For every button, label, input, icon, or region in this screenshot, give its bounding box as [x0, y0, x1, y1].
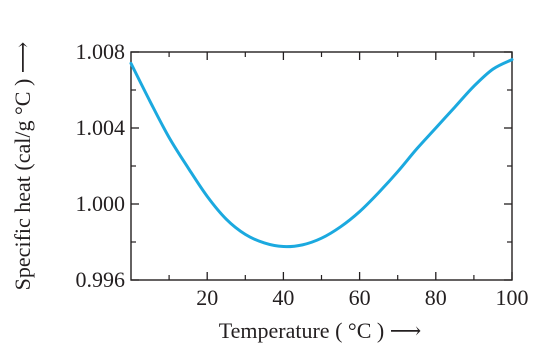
x-tick-label: 20 [196, 285, 218, 310]
y-axis-label: Specific heat (cal/g °C ) ⟶ [10, 42, 35, 291]
x-tick-label: 40 [272, 285, 294, 310]
y-tick-label: 1.000 [76, 191, 126, 216]
minor-ticks [131, 52, 512, 280]
y-tick-label: 0.996 [76, 267, 126, 292]
x-tick-label: 60 [349, 285, 371, 310]
y-tick-label: 1.004 [76, 115, 126, 140]
series-layer [129, 58, 514, 249]
x-tick-label: 80 [425, 285, 447, 310]
x-axis-label: Temperature ( °C ) ⟶ [219, 318, 422, 343]
specific-heat-curve [129, 58, 514, 249]
y-tick-label: 1.008 [76, 39, 126, 64]
x-tick-label: 100 [496, 285, 529, 310]
x-tick-labels: 20 40 60 80 100 [196, 285, 528, 310]
y-tick-labels: 0.996 1.000 1.004 1.008 [76, 39, 126, 292]
major-ticks [131, 51, 513, 281]
